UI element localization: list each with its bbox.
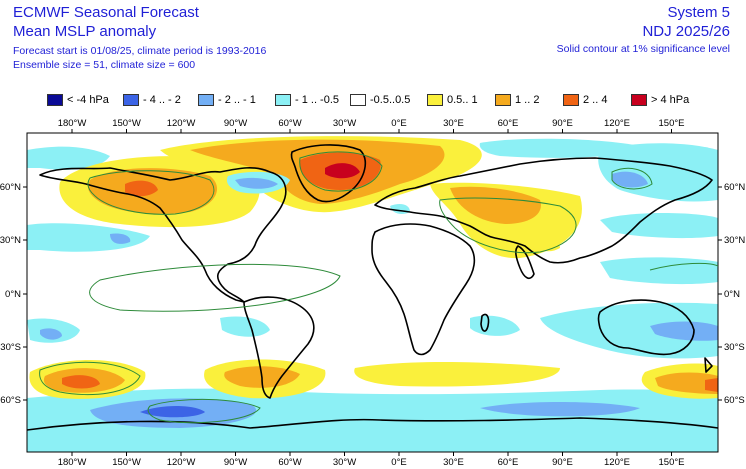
lon-label: 90°W	[224, 118, 247, 129]
lat-label: 60°N	[0, 182, 21, 193]
significance-contours	[39, 151, 718, 424]
lon-label: 90°E	[552, 118, 573, 129]
forecast-info: Forecast start is 01/08/25, climate peri…	[13, 45, 267, 57]
lon-label: 60°W	[278, 118, 301, 129]
lat-label: 30°S	[0, 342, 21, 353]
lon-label: 150°E	[659, 118, 685, 129]
lon-label: 180°W	[58, 118, 87, 129]
lon-label: 30°W	[333, 118, 356, 129]
map-frame	[26, 132, 719, 453]
lat-label: 30°N	[0, 235, 21, 246]
lat-label: 60°N	[724, 182, 745, 193]
lon-label: 60°E	[498, 118, 519, 129]
lon-label: 150°W	[112, 118, 141, 129]
legend-label: 2 .. 4	[583, 94, 608, 106]
lat-label: 60°S	[0, 395, 21, 406]
lat-label: 30°S	[724, 342, 745, 353]
lon-label: 120°E	[604, 457, 630, 468]
legend-swatch	[427, 94, 443, 106]
legend-swatch	[563, 94, 579, 106]
lon-label: 150°W	[112, 457, 141, 468]
legend-label: < -4 hPa	[67, 94, 109, 106]
period-label: NDJ 2025/26	[642, 23, 730, 40]
lon-label: 60°E	[498, 457, 519, 468]
lat-label: 0°N	[5, 289, 21, 300]
axis-ticks: 180°W 180°W 150°W 150°W 120°W 120°W 90°W 90°W 60…	[0, 118, 745, 468]
ensemble-info: Ensemble size = 51, climate size = 600	[13, 59, 196, 71]
lat-label: 0°N	[724, 289, 740, 300]
legend-label: - 1 .. -0.5	[295, 94, 340, 106]
subtitle: Mean MSLP anomaly	[13, 23, 157, 40]
lon-label: 0°E	[391, 457, 406, 468]
legend-swatch	[123, 94, 139, 106]
system-label: System 5	[667, 4, 730, 21]
legend-swatch	[495, 94, 511, 106]
anomaly-fields	[27, 133, 718, 452]
legend-swatch	[631, 94, 647, 106]
title: ECMWF Seasonal Forecast	[13, 4, 199, 21]
legend-label: -0.5..0.5	[370, 94, 411, 106]
lon-label: 90°E	[552, 457, 573, 468]
legend-swatch	[47, 94, 63, 106]
legend-swatch	[350, 94, 366, 106]
legend-swatch	[275, 94, 291, 106]
lon-label: 60°W	[278, 457, 301, 468]
legend-label: 1 .. 2	[515, 94, 540, 106]
contour-note: Solid contour at 1% significance level	[556, 43, 730, 55]
legend-label: - 4 .. - 2	[143, 94, 181, 106]
lon-label: 120°W	[167, 118, 196, 129]
lon-label: 0°E	[391, 118, 406, 129]
legend-label: > 4 hPa	[651, 94, 690, 106]
lon-label: 120°W	[167, 457, 196, 468]
legend-swatch	[198, 94, 214, 106]
lon-label: 120°E	[604, 118, 630, 129]
lon-label: 90°W	[224, 457, 247, 468]
legend-label: 0.5.. 1	[447, 94, 478, 106]
lon-label: 150°E	[659, 457, 685, 468]
lon-label: 30°E	[443, 118, 464, 129]
lon-label: 180°W	[58, 457, 87, 468]
lat-label: 60°S	[724, 395, 745, 406]
lon-label: 30°W	[333, 457, 356, 468]
legend-label: - 2 .. - 1	[218, 94, 256, 106]
lat-label: 30°N	[724, 235, 745, 246]
lon-label: 30°E	[443, 457, 464, 468]
